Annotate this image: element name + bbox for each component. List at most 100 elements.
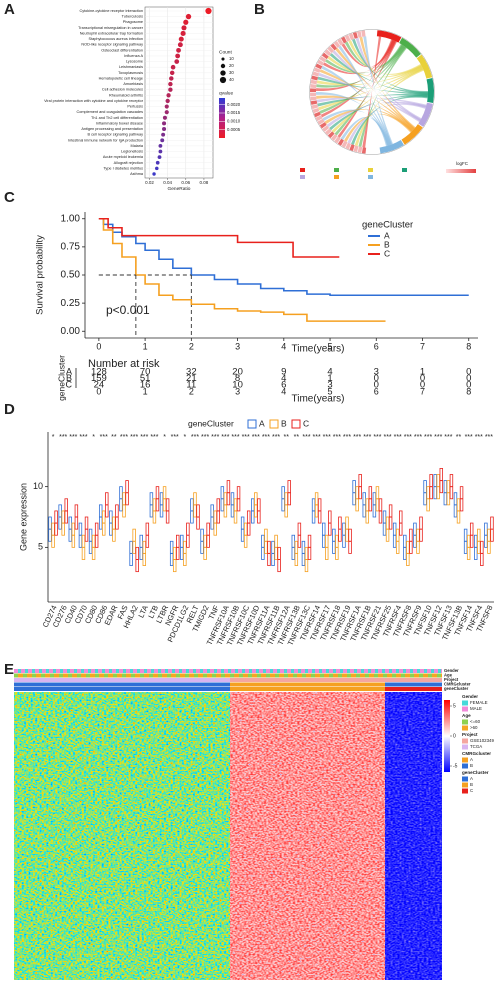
chord-legend-swatch — [300, 175, 305, 179]
significance: *** — [424, 434, 432, 441]
annotation-track — [385, 683, 442, 687]
chord-sector — [340, 141, 343, 143]
chord-legend-swatch — [300, 168, 305, 172]
x-axis-label: Time(years) — [292, 344, 345, 355]
significance: ** — [456, 434, 462, 441]
annotation-track — [385, 687, 442, 691]
dot — [166, 93, 170, 97]
chord-legend-swatch — [334, 168, 339, 172]
y-tick-label: Tuberculosis — [122, 15, 143, 19]
dot — [171, 65, 176, 70]
annotation-track — [14, 687, 230, 691]
legend-dot — [221, 64, 225, 68]
chord-sector — [315, 109, 316, 112]
legend-swatch — [462, 720, 468, 725]
y-tick-label: Transcriptional misregulation in cancer — [78, 26, 144, 30]
legend-label: 30 — [229, 70, 234, 75]
y-tick-label: B cell receptor signaling pathway — [87, 133, 143, 137]
dot — [170, 71, 174, 75]
annotation-track — [14, 674, 442, 678]
y-tick-label: Leishmaniasis — [119, 65, 143, 69]
panel-label: C — [4, 189, 15, 206]
legend-title: CMRGcluster — [462, 751, 491, 756]
legend-label: 10 — [229, 56, 234, 61]
legend-label: GSE102349 — [470, 738, 494, 743]
heatmap-body — [14, 669, 442, 980]
y-tick-label: Osteoclast differentiation — [101, 48, 143, 52]
chord-sector — [327, 51, 329, 54]
heatmap-block — [230, 692, 385, 980]
legend-title: logFC — [456, 161, 469, 166]
panel-label: E — [4, 661, 14, 678]
significance: *** — [434, 434, 442, 441]
significance: *** — [262, 434, 270, 441]
chord-sector — [317, 69, 318, 72]
panel-label: D — [4, 401, 15, 418]
y-tick-label: Toxoplasmosis — [118, 71, 143, 75]
x-tick-label: 0.06 — [181, 180, 190, 185]
dot — [181, 31, 186, 36]
legend-title: Gender — [462, 694, 478, 699]
x-tick-label: 0.02 — [145, 180, 154, 185]
chord-sector — [318, 65, 320, 68]
chord-sector — [317, 113, 318, 116]
legend-label: <=60 — [470, 719, 481, 724]
dot — [165, 110, 169, 114]
legend-label: TCGA — [470, 744, 482, 749]
significance: *** — [171, 434, 179, 441]
dot — [161, 133, 165, 137]
dot — [158, 155, 162, 159]
risk-title: Number at risk — [88, 358, 160, 370]
chord-sector — [358, 34, 361, 35]
risk-y-label: geneCluster — [56, 355, 66, 401]
y-tick-label: Asthma — [130, 172, 144, 176]
risk-count: 3 — [327, 380, 332, 391]
significance: *** — [302, 434, 310, 441]
risk-x-label: Time(years) — [292, 394, 345, 405]
legend-label: C — [470, 788, 473, 793]
y-tick-label: Antigen processing and presentation — [81, 127, 143, 131]
chord-sector — [336, 43, 339, 45]
y-tick-label: 0.50 — [61, 270, 81, 281]
chord-sector — [429, 79, 431, 103]
legend-label: FEMALE — [470, 700, 488, 705]
significance: *** — [333, 434, 341, 441]
legend-label: MALE — [470, 706, 482, 711]
legend-title: geneCluster — [462, 770, 489, 775]
chord-legend-swatch — [368, 175, 373, 179]
x-tick-label: 7 — [420, 341, 425, 351]
significance: *** — [323, 434, 331, 441]
legend-label: C — [303, 418, 309, 428]
y-tick-label: Intestinal immune network for IgA produc… — [68, 138, 143, 142]
annotation-track — [14, 669, 442, 673]
y-tick-label: 1.00 — [61, 213, 81, 224]
significance: *** — [211, 434, 219, 441]
dot — [156, 161, 160, 165]
legend-swatch — [462, 726, 468, 731]
significance: *** — [150, 434, 158, 441]
legend-swatch — [462, 739, 468, 744]
y-tick-label: 10 — [33, 481, 43, 491]
legend-swatch — [462, 777, 468, 782]
y-tick-label: Th1 and Th2 cell differentiation — [91, 116, 143, 120]
chord-sector — [314, 101, 315, 104]
chord-legend-swatch — [334, 175, 339, 179]
significance: *** — [353, 434, 361, 441]
annotation: p<0.001 — [106, 303, 150, 317]
significance: *** — [343, 434, 351, 441]
significance: *** — [201, 434, 209, 441]
risk-count: 11 — [186, 380, 196, 391]
chord-sector — [343, 143, 346, 145]
significance: *** — [252, 434, 260, 441]
dot — [181, 25, 186, 30]
chord-sector — [325, 127, 327, 130]
legend-title: qvalue — [219, 90, 233, 96]
significance: *** — [373, 434, 381, 441]
legend-swatch — [248, 420, 256, 428]
chord-sector — [330, 49, 333, 51]
chord-sector — [346, 38, 349, 39]
y-tick-label: Complement and coagulation cascades — [77, 110, 144, 114]
survival-curve — [99, 219, 339, 257]
chord-sector — [322, 58, 324, 61]
y-tick-label: Legionellosis — [121, 150, 143, 154]
